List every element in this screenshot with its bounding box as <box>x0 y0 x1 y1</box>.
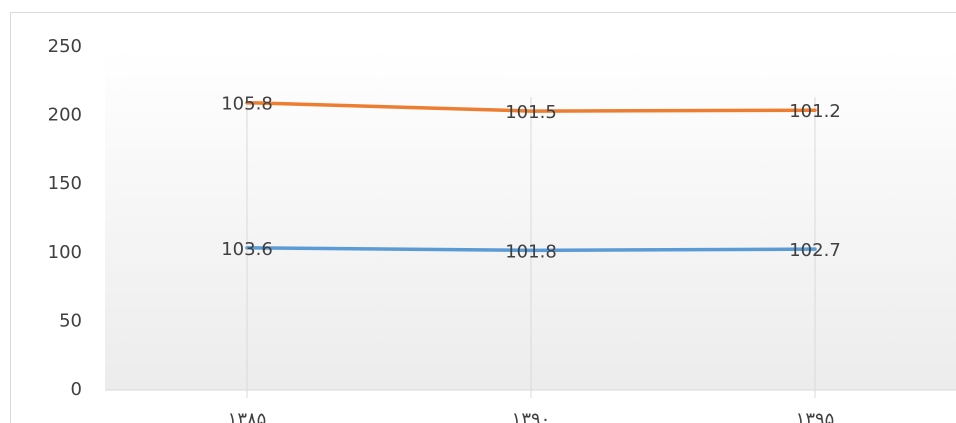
y-tick-label: 150 <box>48 173 82 194</box>
data-label: 101.2 <box>789 101 841 122</box>
x-tick-label: ۱۳۹۰ <box>512 409 551 423</box>
data-label: 105.8 <box>221 94 273 115</box>
chart-border <box>10 12 956 423</box>
data-label: 101.5 <box>505 102 557 123</box>
y-tick-label: 200 <box>48 105 82 126</box>
series-line <box>245 100 817 113</box>
data-label: 101.8 <box>505 241 557 262</box>
y-tick-label: 50 <box>59 310 82 331</box>
data-label: 103.6 <box>221 239 273 260</box>
y-tick-label: 100 <box>48 242 82 263</box>
series-line <box>245 246 817 253</box>
data-label: 102.7 <box>789 240 841 261</box>
y-tick-label: 0 <box>71 379 82 400</box>
x-tick-label: ۱۳۸۵ <box>228 409 267 423</box>
y-tick-label: 250 <box>48 36 82 57</box>
x-tick-label: ۱۳۹۵ <box>796 409 835 423</box>
